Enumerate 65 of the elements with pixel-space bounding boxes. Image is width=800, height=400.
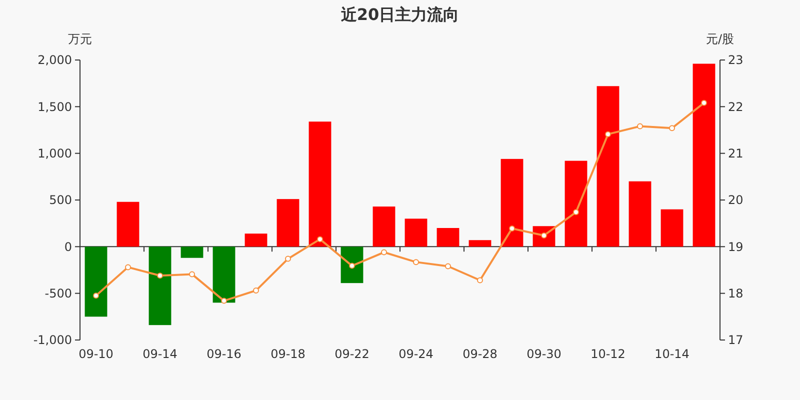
point (125, 264, 131, 270)
bar (116, 202, 140, 247)
point (605, 131, 611, 138)
point (637, 123, 643, 130)
y2-tick-label: 19 (728, 240, 744, 254)
bar (148, 246, 172, 326)
bar (244, 234, 268, 247)
y-tick-label: -500 (44, 286, 72, 301)
point (93, 292, 99, 299)
point (221, 298, 227, 304)
bar (660, 209, 684, 247)
y-tick-label: 1,500 (38, 100, 72, 114)
y2-tick-label: 22 (728, 100, 744, 114)
y-tick-label: 2,000 (38, 53, 72, 68)
bar (436, 228, 460, 247)
bar (628, 181, 652, 247)
y-tick-label: -1,000 (33, 333, 72, 348)
point (253, 288, 259, 294)
bar (596, 86, 620, 247)
y2-tick-label: 21 (728, 146, 744, 161)
y-tick-label: 500 (49, 193, 72, 208)
x-tick-label: 09-16 (206, 347, 242, 361)
y2-tick-label: 20 (728, 193, 744, 208)
bar (84, 246, 108, 317)
point (189, 271, 195, 278)
point (381, 249, 387, 256)
x-tick-label: 09-28 (462, 347, 498, 361)
bar (404, 218, 428, 247)
chart-title: 近20日主力流向 (340, 5, 460, 24)
point (285, 256, 291, 262)
point (669, 125, 675, 132)
x-tick-label: 10-12 (590, 347, 626, 361)
point (445, 263, 451, 270)
point (413, 259, 419, 266)
y-tick-label: 1,000 (38, 146, 72, 161)
bar (308, 122, 332, 247)
bar (692, 64, 716, 247)
bar (564, 160, 588, 247)
point (349, 262, 355, 269)
bar (180, 246, 204, 258)
bar (276, 199, 300, 247)
point (701, 100, 707, 106)
x-tick-label: 10-14 (654, 347, 690, 361)
point (509, 225, 515, 232)
y2-tick-label: 17 (728, 333, 744, 348)
x-tick-label: 09-14 (142, 347, 178, 361)
x-tick-label: 09-22 (334, 347, 370, 361)
point (573, 209, 579, 216)
bar (212, 246, 236, 303)
x-tick-label: 09-30 (526, 347, 562, 361)
bar (468, 240, 492, 247)
y2-axis-title: 元/股 (706, 32, 734, 46)
y-tick-label: 0 (64, 240, 72, 254)
point (317, 236, 323, 242)
x-tick-label: 09-18 (270, 347, 306, 361)
bar (372, 206, 396, 247)
y2-tick-label: 18 (728, 286, 744, 301)
x-tick-label: 09-24 (398, 347, 434, 361)
point (157, 272, 163, 279)
bar (340, 246, 364, 284)
point (477, 277, 483, 284)
x-tick-label: 09-10 (78, 347, 114, 361)
bar (500, 158, 524, 247)
y-axis-title: 万元 (68, 32, 92, 46)
y2-tick-label: 23 (728, 53, 744, 68)
